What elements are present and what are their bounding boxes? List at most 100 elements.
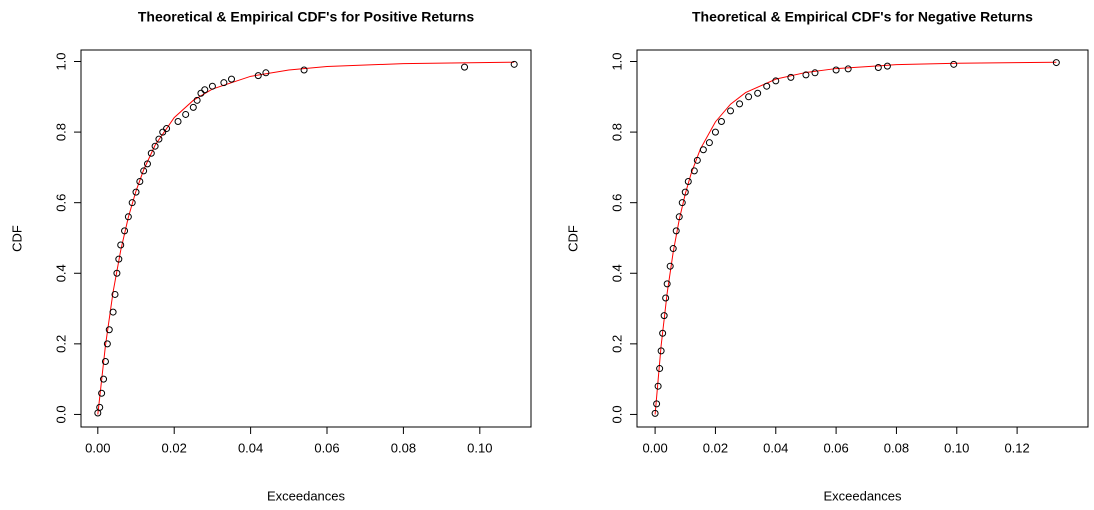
data-point: [684, 178, 692, 186]
x-tick-label: 0.04: [238, 440, 263, 455]
data-point: [182, 110, 190, 118]
data-point: [763, 82, 771, 90]
x-tick-label: 0.04: [763, 440, 788, 455]
data-point: [754, 89, 762, 97]
data-point: [100, 375, 108, 383]
data-point: [96, 403, 104, 411]
x-axis-label: Exceedances: [823, 488, 902, 503]
data-point: [117, 241, 125, 249]
data-point: [159, 128, 167, 136]
data-point: [883, 62, 891, 70]
data-point: [300, 66, 308, 74]
data-point: [802, 71, 810, 79]
data-point: [736, 100, 744, 108]
x-axis-label: Exceedances: [267, 488, 346, 503]
data-point: [163, 125, 171, 133]
data-point: [844, 65, 852, 73]
data-point: [143, 160, 151, 168]
data-point: [136, 178, 144, 186]
data-point: [660, 312, 668, 320]
y-tick-label: 0.8: [53, 123, 68, 141]
data-point: [745, 93, 753, 101]
data-point: [662, 294, 670, 302]
data-point: [510, 60, 518, 68]
data-point: [672, 227, 680, 235]
y-tick-label: 0.4: [609, 264, 624, 282]
chart-title: Theoretical & Empirical CDF's for Negati…: [692, 9, 1033, 25]
data-point: [262, 69, 270, 77]
data-point: [663, 280, 671, 288]
y-tick-label: 1.0: [609, 52, 624, 70]
data-point: [656, 365, 664, 373]
y-tick-label: 0.6: [609, 194, 624, 212]
y-tick-label: 0.0: [53, 405, 68, 423]
y-tick-label: 0.8: [609, 123, 624, 141]
data-point: [147, 149, 155, 157]
data-point: [693, 156, 701, 164]
data-point: [811, 69, 819, 77]
x-tick-label: 0.02: [703, 440, 728, 455]
data-point: [208, 82, 216, 90]
x-tick-label: 0.10: [467, 440, 492, 455]
y-tick-label: 0.0: [609, 405, 624, 423]
plot-frame: [80, 49, 532, 428]
data-point: [193, 96, 201, 104]
data-point: [666, 262, 674, 270]
data-point: [105, 326, 113, 334]
data-point: [111, 290, 119, 298]
data-point: [654, 382, 662, 390]
data-point: [651, 409, 659, 417]
data-point: [705, 139, 713, 147]
data-point: [681, 188, 689, 196]
data-point: [197, 89, 205, 97]
x-tick-label: 0.08: [391, 440, 416, 455]
plot-frame: [636, 49, 1089, 428]
data-point: [101, 357, 109, 365]
data-point: [254, 72, 262, 80]
y-axis-label: CDF: [9, 225, 24, 252]
data-point: [189, 103, 197, 111]
y-tick-label: 0.2: [53, 335, 68, 353]
data-point: [174, 118, 182, 126]
data-point: [659, 329, 667, 337]
data-point: [151, 142, 159, 150]
data-point: [461, 63, 469, 71]
data-point: [675, 213, 683, 221]
data-point: [132, 188, 140, 196]
data-point: [1052, 59, 1060, 67]
x-tick-label: 0.08: [884, 440, 909, 455]
x-tick-label: 0.02: [162, 440, 187, 455]
y-axis-label: CDF: [565, 225, 580, 252]
data-point: [201, 86, 209, 94]
cdf-line: [97, 61, 515, 415]
data-point: [103, 340, 111, 348]
x-tick-label: 0.06: [823, 440, 848, 455]
data-point: [653, 400, 661, 408]
x-tick-label: 0.12: [1004, 440, 1029, 455]
chart-title: Theoretical & Empirical CDF's for Positi…: [138, 9, 475, 25]
y-tick-label: 0.6: [53, 194, 68, 212]
x-tick-label: 0.00: [85, 440, 110, 455]
cdf-line: [654, 61, 1057, 415]
data-point: [699, 146, 707, 154]
data-point: [690, 167, 698, 175]
y-tick-label: 1.0: [53, 52, 68, 70]
data-point: [124, 213, 132, 221]
x-tick-label: 0.10: [944, 440, 969, 455]
y-tick-label: 0.4: [53, 264, 68, 282]
y-tick-label: 0.2: [609, 335, 624, 353]
data-point: [669, 245, 677, 253]
data-point: [121, 227, 129, 235]
data-point: [772, 77, 780, 85]
data-point: [155, 135, 163, 143]
data-point: [832, 66, 840, 74]
data-point: [787, 73, 795, 81]
data-point: [128, 199, 136, 207]
x-tick-label: 0.00: [642, 440, 667, 455]
data-point: [113, 269, 121, 277]
data-point: [228, 75, 236, 83]
data-point: [678, 199, 686, 207]
data-point: [115, 255, 123, 263]
data-point: [98, 389, 106, 397]
